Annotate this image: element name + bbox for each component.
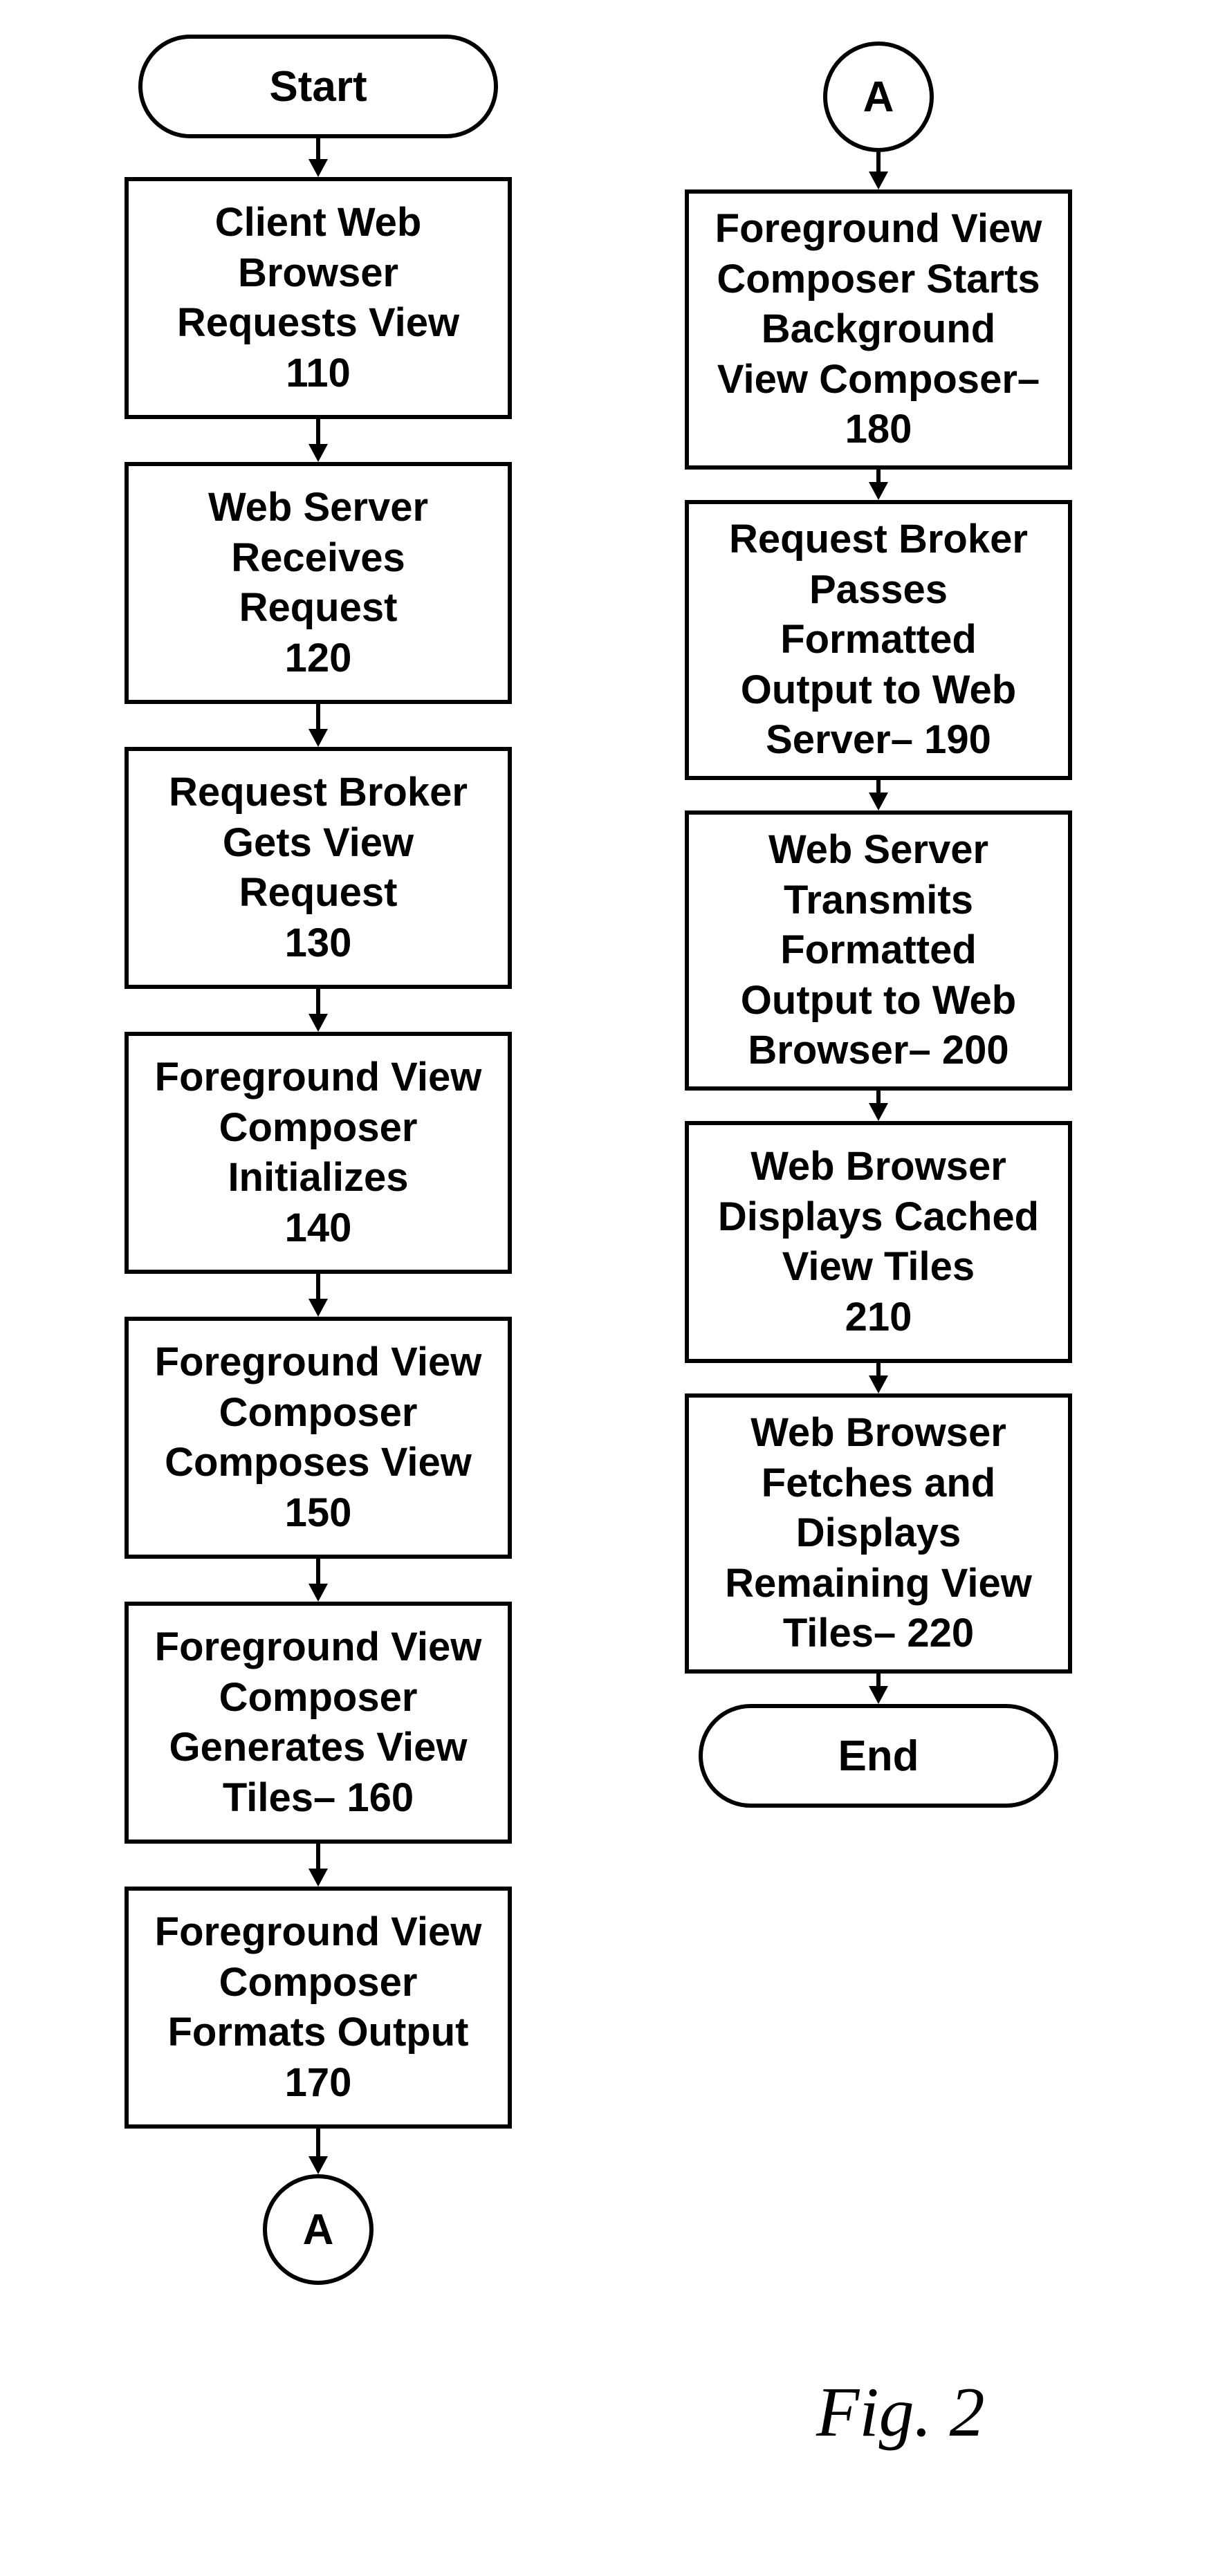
node-n180: Foreground View Composer Starts Backgrou… [685, 189, 1072, 470]
arrow-after-n220 [869, 1674, 888, 1704]
arrow-after-n110 [308, 419, 328, 462]
flowchart-column-left: Start Client Web Browser Requests View 11… [111, 35, 526, 2285]
arrow-after-n120 [308, 704, 328, 747]
node-n190: Request Broker Passes Formatted Output t… [685, 500, 1072, 780]
arrow-after-n170 [308, 2129, 328, 2174]
node-n210: Web Browser Displays Cached View Tiles 2… [685, 1121, 1072, 1363]
arrow-after-n140 [308, 1274, 328, 1317]
node-n110: Client Web Browser Requests View 110 [125, 177, 512, 419]
node-n120: Web Server Receives Request 120 [125, 462, 512, 704]
arrow-after-n210 [869, 1363, 888, 1393]
node-connA1: A [263, 2174, 374, 2285]
figure-label: Fig. 2 [816, 2372, 985, 2453]
node-connA2: A [823, 41, 934, 152]
arrow-after-connA2 [869, 152, 888, 189]
node-n170: Foreground View Composer Formats Output … [125, 1887, 512, 2129]
flowchart-column-right: A Foreground View Composer Starts Backgro… [671, 41, 1086, 1808]
arrow-after-n160 [308, 1844, 328, 1887]
node-end: End [699, 1704, 1058, 1808]
node-n160: Foreground View Composer Generates View … [125, 1602, 512, 1844]
node-n150: Foreground View Composer Composes View 1… [125, 1317, 512, 1559]
arrow-after-n130 [308, 989, 328, 1032]
arrow-after-n150 [308, 1559, 328, 1602]
node-start: Start [138, 35, 498, 138]
node-n200: Web Server Transmits Formatted Output to… [685, 810, 1072, 1091]
node-n220: Web Browser Fetches and Displays Remaini… [685, 1393, 1072, 1674]
node-n140: Foreground View Composer Initializes 140 [125, 1032, 512, 1274]
node-n130: Request Broker Gets View Request 130 [125, 747, 512, 989]
arrow-after-start [308, 138, 328, 177]
arrow-after-n180 [869, 470, 888, 500]
arrow-after-n200 [869, 1091, 888, 1121]
arrow-after-n190 [869, 780, 888, 810]
